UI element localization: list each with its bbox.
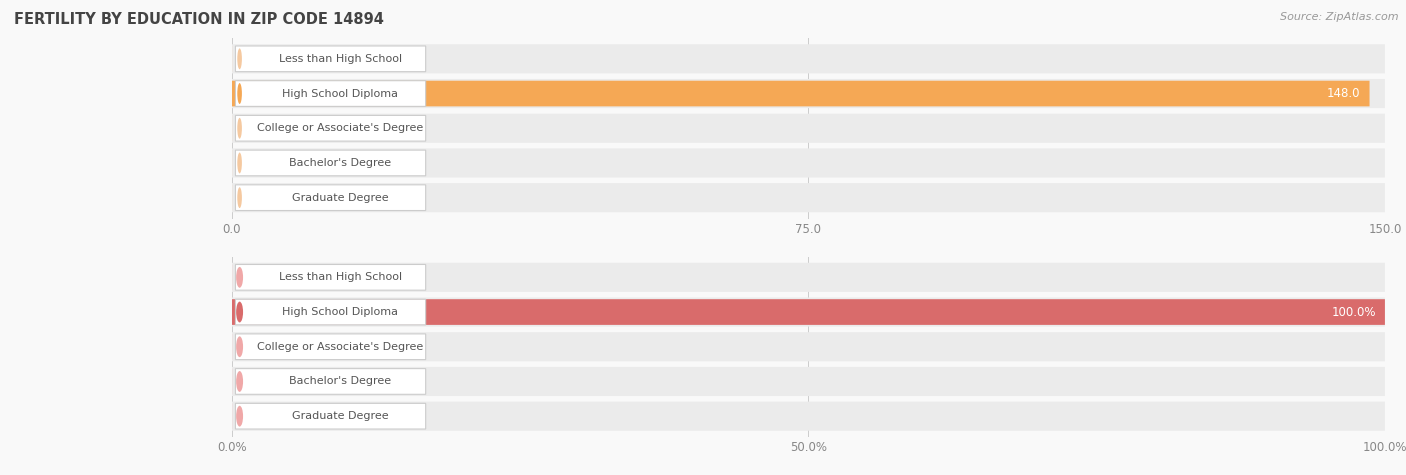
Circle shape <box>236 267 243 288</box>
Text: Less than High School: Less than High School <box>278 272 402 282</box>
Text: College or Associate's Degree: College or Associate's Degree <box>257 123 423 133</box>
Text: 0.0%: 0.0% <box>235 271 266 284</box>
FancyBboxPatch shape <box>235 46 426 72</box>
Text: 0.0: 0.0 <box>235 122 254 135</box>
Circle shape <box>236 302 243 323</box>
Text: 0.0: 0.0 <box>235 191 254 204</box>
FancyBboxPatch shape <box>235 334 426 360</box>
FancyBboxPatch shape <box>235 369 426 394</box>
Circle shape <box>236 371 243 392</box>
FancyBboxPatch shape <box>232 297 1385 327</box>
FancyBboxPatch shape <box>235 265 426 290</box>
FancyBboxPatch shape <box>232 114 1385 143</box>
Text: Graduate Degree: Graduate Degree <box>292 193 388 203</box>
Circle shape <box>238 83 242 104</box>
Circle shape <box>238 187 242 208</box>
Text: College or Associate's Degree: College or Associate's Degree <box>257 342 423 352</box>
FancyBboxPatch shape <box>232 148 1385 178</box>
FancyBboxPatch shape <box>232 299 1385 325</box>
Text: 148.0: 148.0 <box>1327 87 1361 100</box>
Text: 0.0%: 0.0% <box>235 375 266 388</box>
Text: 0.0%: 0.0% <box>235 409 266 423</box>
Circle shape <box>238 48 242 69</box>
Circle shape <box>236 406 243 427</box>
Text: 0.0%: 0.0% <box>235 340 266 353</box>
FancyBboxPatch shape <box>235 403 426 429</box>
FancyBboxPatch shape <box>235 299 426 325</box>
FancyBboxPatch shape <box>235 115 426 141</box>
Text: Bachelor's Degree: Bachelor's Degree <box>290 377 391 387</box>
Circle shape <box>238 152 242 173</box>
Text: 0.0: 0.0 <box>235 52 254 66</box>
FancyBboxPatch shape <box>235 150 426 176</box>
Text: FERTILITY BY EDUCATION IN ZIP CODE 14894: FERTILITY BY EDUCATION IN ZIP CODE 14894 <box>14 12 384 27</box>
FancyBboxPatch shape <box>232 81 1369 106</box>
FancyBboxPatch shape <box>232 79 1385 108</box>
Text: High School Diploma: High School Diploma <box>283 88 398 98</box>
Text: High School Diploma: High School Diploma <box>283 307 398 317</box>
Circle shape <box>238 118 242 139</box>
FancyBboxPatch shape <box>235 81 426 106</box>
FancyBboxPatch shape <box>232 401 1385 431</box>
Text: 100.0%: 100.0% <box>1331 305 1375 319</box>
Text: Graduate Degree: Graduate Degree <box>292 411 388 421</box>
FancyBboxPatch shape <box>232 44 1385 74</box>
FancyBboxPatch shape <box>232 183 1385 212</box>
FancyBboxPatch shape <box>232 263 1385 292</box>
FancyBboxPatch shape <box>235 185 426 210</box>
Text: Less than High School: Less than High School <box>278 54 402 64</box>
Text: 0.0: 0.0 <box>235 156 254 170</box>
FancyBboxPatch shape <box>232 367 1385 396</box>
Text: Source: ZipAtlas.com: Source: ZipAtlas.com <box>1281 12 1399 22</box>
Circle shape <box>236 336 243 357</box>
FancyBboxPatch shape <box>232 332 1385 361</box>
Text: Bachelor's Degree: Bachelor's Degree <box>290 158 391 168</box>
